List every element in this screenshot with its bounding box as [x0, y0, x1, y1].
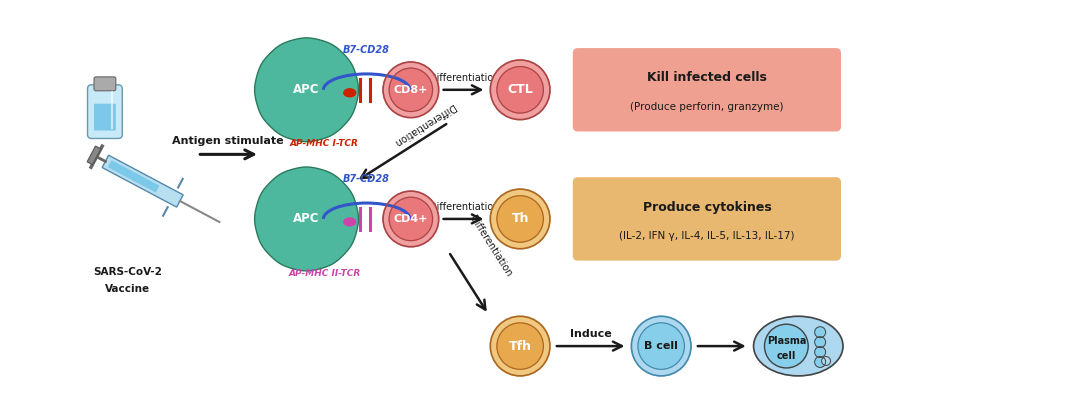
Circle shape	[632, 316, 691, 376]
FancyBboxPatch shape	[94, 77, 116, 91]
Text: APC: APC	[294, 212, 320, 225]
Circle shape	[490, 189, 550, 249]
Text: Induce: Induce	[570, 329, 611, 339]
Circle shape	[497, 67, 543, 113]
Text: AP-MHC II-TCR: AP-MHC II-TCR	[288, 269, 361, 278]
Circle shape	[814, 336, 825, 348]
Polygon shape	[103, 155, 184, 207]
FancyBboxPatch shape	[572, 177, 841, 261]
FancyBboxPatch shape	[87, 85, 122, 138]
Text: SARS-CoV-2: SARS-CoV-2	[93, 266, 162, 277]
Ellipse shape	[343, 89, 355, 97]
Text: B7-CD28: B7-CD28	[343, 45, 390, 55]
Text: CTL: CTL	[508, 83, 534, 96]
Text: B7-CD28: B7-CD28	[343, 174, 390, 184]
Text: cell: cell	[777, 351, 796, 361]
Text: Tfh: Tfh	[509, 339, 531, 352]
Circle shape	[383, 191, 438, 247]
Text: AP-MHC I-TCR: AP-MHC I-TCR	[291, 140, 359, 148]
Text: APC: APC	[294, 83, 320, 96]
Text: Differentiation: Differentiation	[429, 202, 500, 212]
Circle shape	[490, 316, 550, 376]
Circle shape	[814, 327, 825, 338]
Text: Differentiation: Differentiation	[392, 102, 457, 148]
Text: Differentiation: Differentiation	[429, 73, 500, 83]
Polygon shape	[255, 38, 359, 142]
Circle shape	[814, 357, 825, 367]
Ellipse shape	[343, 218, 355, 226]
Circle shape	[490, 60, 550, 119]
Ellipse shape	[754, 316, 843, 376]
Circle shape	[814, 347, 825, 357]
FancyBboxPatch shape	[572, 48, 841, 132]
Circle shape	[383, 62, 438, 118]
Polygon shape	[255, 167, 359, 271]
Text: CD4+: CD4+	[393, 214, 428, 224]
Text: B cell: B cell	[645, 341, 678, 351]
Circle shape	[283, 195, 330, 243]
Circle shape	[765, 324, 808, 368]
FancyBboxPatch shape	[94, 104, 116, 131]
Text: (Produce perforin, granzyme): (Produce perforin, granzyme)	[630, 102, 784, 112]
Text: Produce cytokines: Produce cytokines	[643, 201, 771, 214]
Text: Differentiation: Differentiation	[468, 214, 513, 279]
Circle shape	[283, 66, 330, 114]
Polygon shape	[87, 146, 100, 165]
Polygon shape	[108, 160, 160, 193]
Circle shape	[822, 357, 831, 365]
Circle shape	[497, 196, 543, 242]
Text: Th: Th	[512, 212, 529, 225]
Circle shape	[389, 197, 433, 241]
Circle shape	[389, 68, 433, 111]
Circle shape	[638, 323, 685, 369]
Text: Kill infected cells: Kill infected cells	[647, 71, 767, 84]
Text: (IL-2, IFN γ, IL-4, IL-5, IL-13, IL-17): (IL-2, IFN γ, IL-4, IL-5, IL-13, IL-17)	[619, 231, 795, 241]
Circle shape	[497, 323, 543, 369]
Text: Plasma: Plasma	[767, 336, 806, 346]
Text: CD8+: CD8+	[394, 85, 428, 95]
Text: Antigen stimulate: Antigen stimulate	[173, 137, 284, 146]
Text: Vaccine: Vaccine	[105, 284, 150, 293]
